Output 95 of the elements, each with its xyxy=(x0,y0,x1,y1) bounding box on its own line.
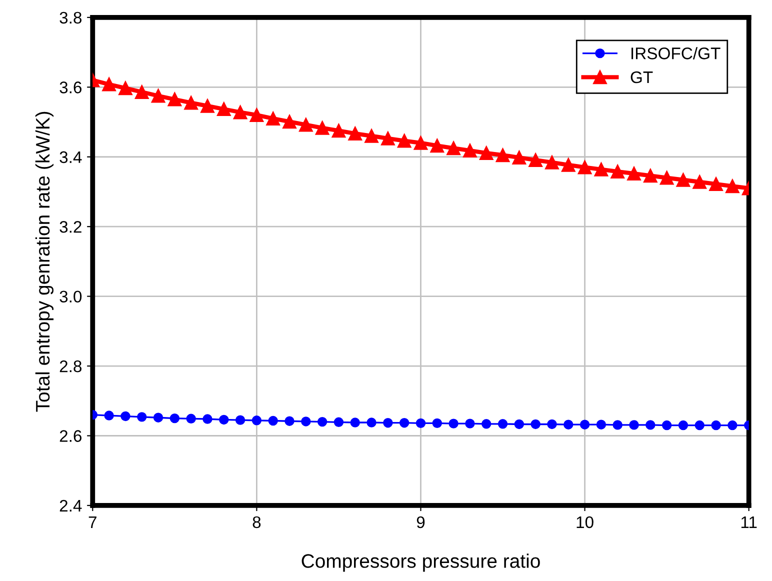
point xyxy=(528,153,543,167)
point xyxy=(448,418,458,428)
point xyxy=(596,420,606,430)
point xyxy=(643,168,658,183)
point xyxy=(463,144,477,158)
y-tick-label: 3.6 xyxy=(60,82,82,94)
point xyxy=(629,420,639,430)
point xyxy=(610,164,625,178)
y-tick-label: 2.4 xyxy=(60,500,82,512)
x-tick-label: 7 xyxy=(88,516,96,528)
point xyxy=(725,179,740,194)
point xyxy=(298,118,313,132)
point xyxy=(136,412,147,422)
point xyxy=(383,418,393,428)
x-axis-title: Compressors pressure ratio xyxy=(302,554,540,572)
point xyxy=(301,416,311,426)
legend-label: IRSOFC/GT xyxy=(632,47,720,60)
point xyxy=(578,160,592,174)
point xyxy=(416,418,426,428)
point xyxy=(366,418,376,428)
point xyxy=(660,170,674,185)
point xyxy=(676,172,690,187)
y-tick-label: 2.6 xyxy=(60,430,82,442)
point xyxy=(662,420,672,430)
point xyxy=(317,416,328,427)
point xyxy=(711,420,721,430)
point xyxy=(512,150,526,165)
point xyxy=(465,418,475,428)
point xyxy=(627,166,641,181)
point xyxy=(498,419,508,429)
point xyxy=(692,175,707,189)
point xyxy=(134,85,149,99)
point xyxy=(219,414,229,425)
point xyxy=(380,131,395,146)
point xyxy=(432,418,442,428)
point xyxy=(184,96,198,110)
point xyxy=(104,410,114,420)
point xyxy=(580,420,590,430)
point xyxy=(496,148,510,162)
point xyxy=(153,412,164,422)
point xyxy=(709,177,723,192)
point xyxy=(170,413,180,424)
point xyxy=(268,416,278,426)
point xyxy=(252,416,262,426)
point xyxy=(120,411,130,422)
point xyxy=(282,114,296,129)
point xyxy=(151,88,166,103)
point xyxy=(694,420,704,430)
point xyxy=(646,420,656,430)
point xyxy=(235,415,246,425)
point xyxy=(530,419,540,430)
point xyxy=(399,418,410,428)
point xyxy=(284,416,294,426)
y-tick-label: 3.2 xyxy=(60,220,82,233)
x-tick-label: 8 xyxy=(252,516,261,528)
y-tick-label: 3.4 xyxy=(60,151,82,164)
point xyxy=(233,105,248,120)
y-tick-label: 2.8 xyxy=(60,360,82,372)
point xyxy=(102,77,116,92)
point xyxy=(216,102,231,116)
point xyxy=(430,138,444,153)
point xyxy=(202,414,212,424)
point xyxy=(186,414,196,424)
point xyxy=(168,92,182,106)
point xyxy=(479,146,494,160)
point xyxy=(315,120,330,135)
point xyxy=(547,419,557,430)
point xyxy=(545,156,559,170)
point xyxy=(332,124,346,138)
point xyxy=(564,420,574,430)
point xyxy=(594,162,608,176)
y-axis-title: Total entropy genration rate (kW/K) xyxy=(35,112,54,412)
point xyxy=(678,420,688,430)
point xyxy=(200,99,214,113)
x-tick-label: 11 xyxy=(741,516,757,528)
point xyxy=(561,158,576,172)
y-tick-label: 3.8 xyxy=(60,12,82,24)
point xyxy=(364,129,378,143)
point xyxy=(350,418,360,428)
legend-label: GT xyxy=(630,71,653,84)
x-tick-label: 9 xyxy=(416,516,425,528)
point xyxy=(266,112,280,126)
point xyxy=(482,419,492,429)
x-tick-label: 10 xyxy=(576,516,594,528)
point xyxy=(612,420,622,430)
point xyxy=(446,141,460,156)
point xyxy=(728,420,738,430)
point xyxy=(397,134,412,148)
point xyxy=(514,419,524,430)
point xyxy=(348,126,362,140)
point xyxy=(334,417,344,428)
point xyxy=(250,108,264,122)
point xyxy=(414,136,428,150)
point xyxy=(118,81,132,96)
y-tick-label: 3.0 xyxy=(60,290,82,303)
